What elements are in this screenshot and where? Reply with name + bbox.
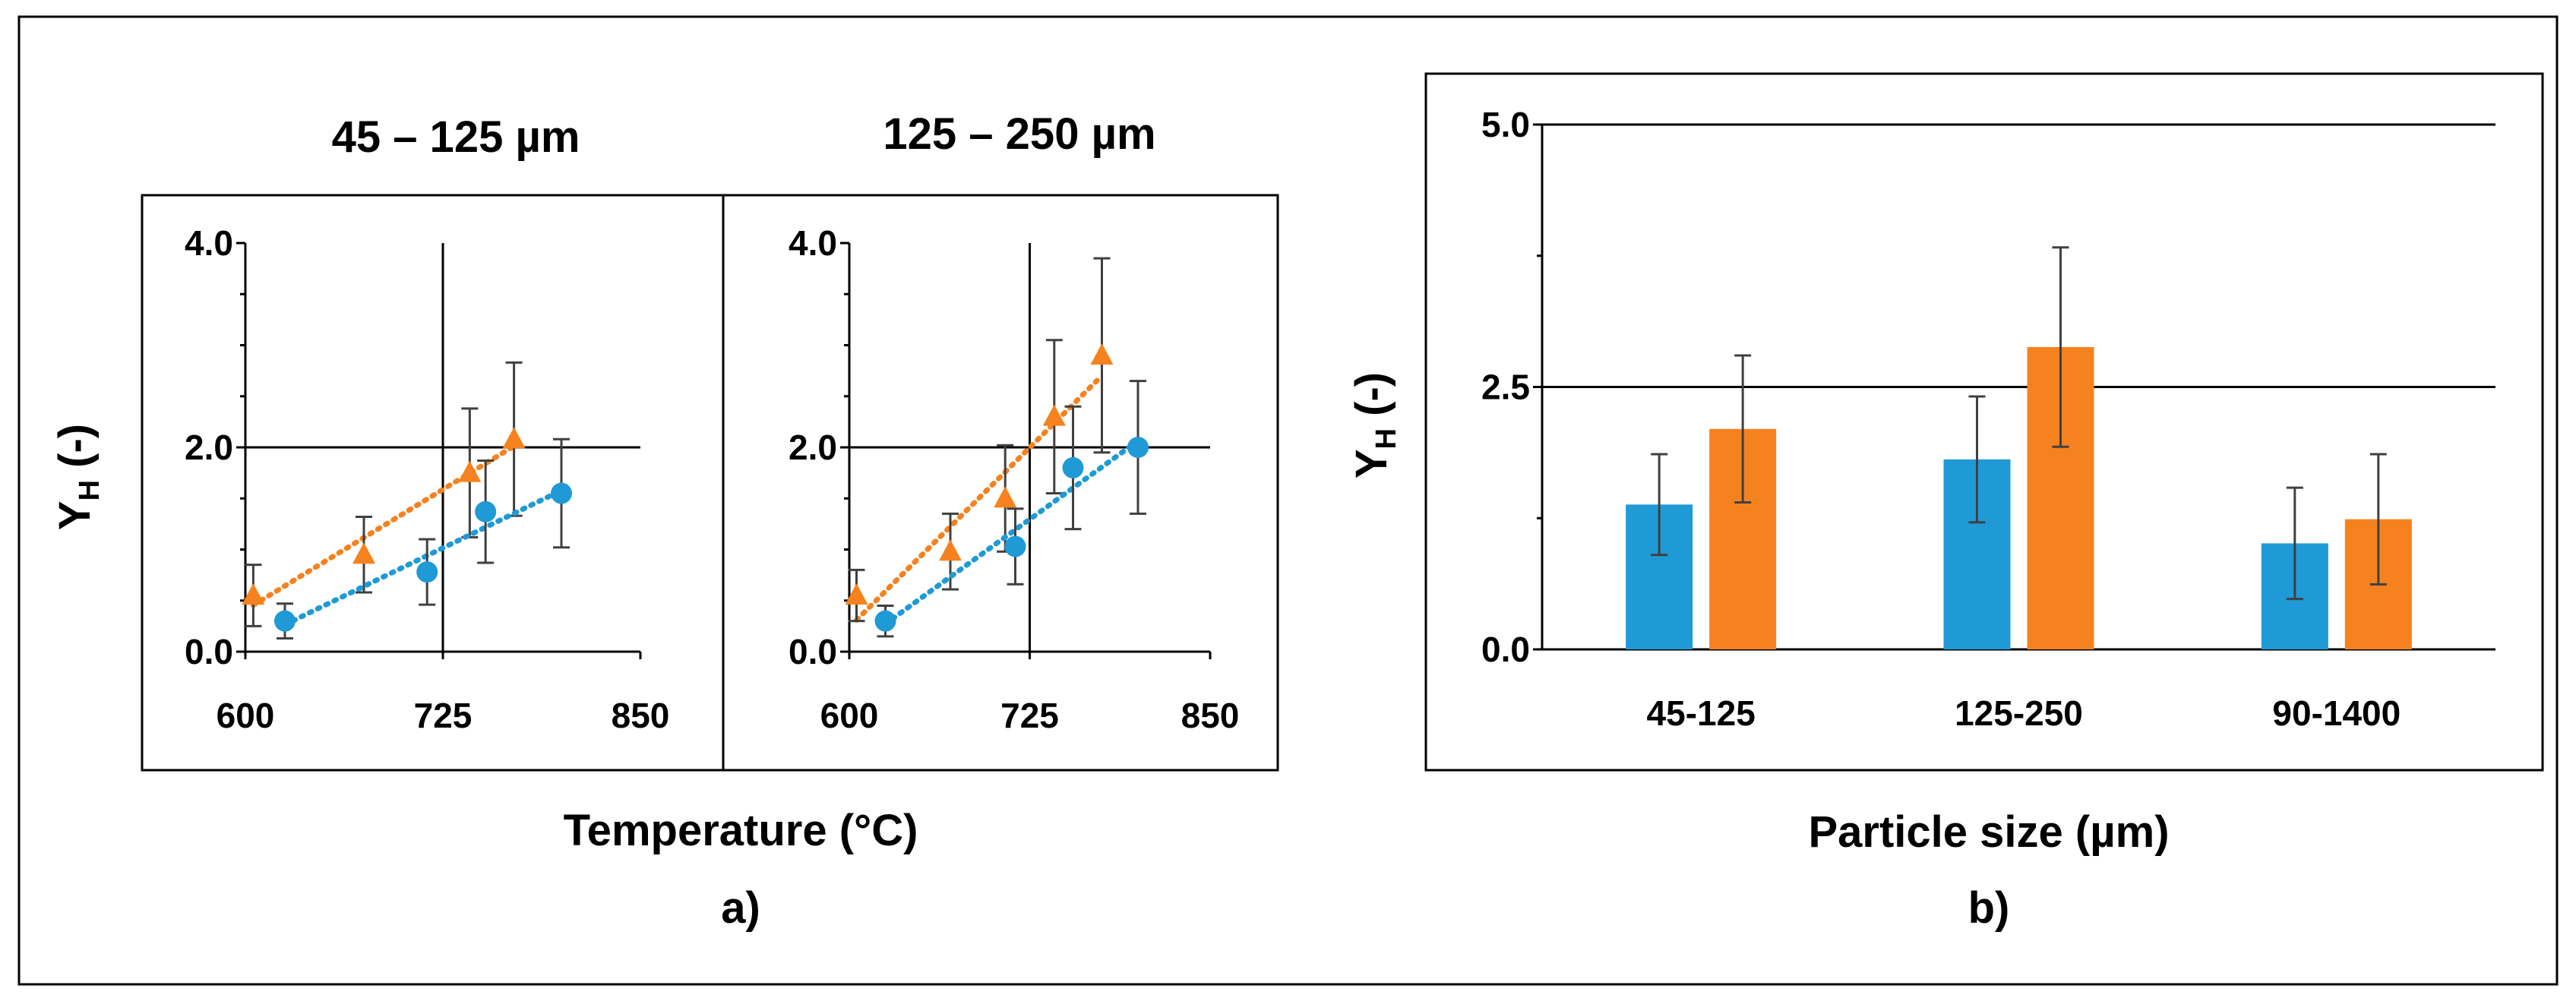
a2-series-b-point: [1090, 343, 1114, 365]
a2-series-a-trendline: [883, 438, 1141, 627]
a2-series-a-point: [1004, 535, 1026, 557]
a1-series-a-point: [551, 482, 572, 504]
chart-b-ylabel-sub: H: [1370, 428, 1402, 449]
chart-b-category-label: 125-250: [1955, 693, 2083, 733]
a2-series-b-trendline: [854, 373, 1105, 623]
a1-x-tick-label: 725: [414, 696, 473, 735]
a1-x-tick-label: 600: [217, 696, 275, 735]
a1-series-b-point: [458, 460, 482, 482]
panel-a-label: a): [721, 883, 760, 933]
a2-series-b-point: [845, 583, 868, 605]
a1-series-b-point: [352, 542, 375, 564]
a2-x-tick-label: 600: [820, 696, 879, 735]
a2-y-tick-label: 0.0: [789, 632, 837, 671]
a2-y-tick-label: 4.0: [789, 223, 837, 263]
a2-series-b-point: [994, 486, 1017, 508]
chart-a1-ylabel-suffix: (-): [50, 424, 100, 480]
a1-series-a-trendline: [282, 488, 564, 627]
chart-a1-ylabel-sub: H: [74, 480, 106, 501]
a2-series-a-point: [874, 610, 896, 632]
chart-a1-title: 45 – 125 µm: [332, 112, 580, 162]
a1-y-tick-label: 2.0: [185, 428, 233, 467]
chart-b-ylabel-suffix: (-): [1347, 372, 1396, 428]
a2-series-b-point: [1042, 404, 1066, 426]
a1-series-b-trendline: [250, 443, 517, 608]
panel-b-label: b): [1968, 883, 2010, 933]
a1-series-b-point: [242, 583, 265, 605]
a2-y-tick-label: 2.0: [789, 428, 837, 467]
a2-series-a-point: [1127, 437, 1149, 458]
a1-x-tick-label: 850: [612, 696, 670, 735]
chart-a2-plot: 0.0 2.0 4.0 600 725 850: [789, 223, 1239, 735]
panel-a2-frame: [722, 194, 1279, 772]
a2-x-tick-label: 725: [1000, 696, 1059, 735]
a2-x-tick-label: 850: [1181, 696, 1240, 735]
chart-a1-ylabel: YH (-): [50, 424, 106, 530]
a1-series-a-point: [274, 610, 296, 632]
a1-series-b-point: [502, 427, 526, 449]
chart-b-y-tick-label: 0.0: [1481, 630, 1530, 669]
chart-b-category-label: 90-1400: [2272, 693, 2401, 733]
a1-series-a-point: [475, 501, 497, 523]
a2-series-a-point: [1062, 456, 1084, 478]
chart-a2-title: 125 – 250 µm: [883, 109, 1155, 159]
chart-b-category-label: 45-125: [1647, 693, 1756, 733]
chart-b-ylabel-main: Y: [1347, 449, 1396, 478]
temperature-axis-label: Temperature (°C): [564, 806, 918, 855]
panel-b-frame: [1424, 72, 2544, 772]
figure-border: [17, 15, 2559, 986]
a1-series-a-point: [416, 561, 438, 583]
chart-a1-ylabel-main: Y: [50, 501, 100, 530]
a1-y-tick-label: 0.0: [185, 632, 233, 671]
chart-b-plot: 0.0 2.5 5.0 45-125 125-250 90-1400: [1481, 105, 2495, 733]
chart-b-y-tick-label: 2.5: [1481, 368, 1530, 407]
chart-a1-plot: 0.0 2.0 4.0 600 725 850: [185, 223, 669, 735]
a1-y-tick-label: 4.0: [185, 223, 233, 263]
chart-b-y-tick-label: 5.0: [1481, 105, 1530, 144]
panel-a1-frame: [141, 194, 725, 772]
chart-b-xlabel: Particle size (µm): [1808, 807, 2169, 857]
a2-series-b-point: [939, 539, 962, 561]
chart-b-ylabel: YH (-): [1347, 372, 1402, 478]
